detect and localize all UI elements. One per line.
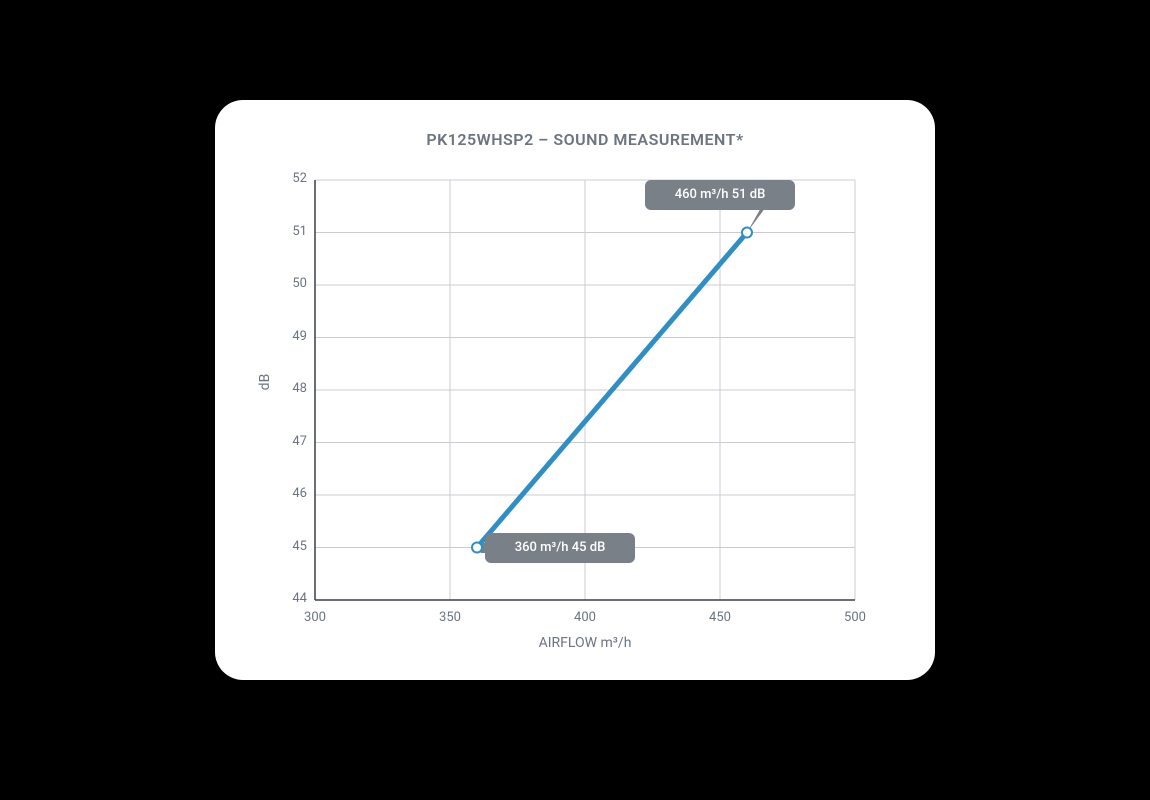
chart-title: PK125WHSP2 – SOUND MEASUREMENT* — [315, 130, 855, 149]
x-tick-label: 400 — [565, 610, 605, 625]
y-tick-label: 47 — [281, 434, 307, 449]
y-tick-label: 50 — [281, 276, 307, 291]
y-tick-label: 48 — [281, 381, 307, 396]
y-tick-label: 52 — [281, 171, 307, 186]
y-tick-label: 46 — [281, 486, 307, 501]
y-tick-label: 51 — [281, 224, 307, 239]
y-tick-label: 44 — [281, 591, 307, 606]
y-tick-label: 45 — [281, 539, 307, 554]
callout: 460 m³/h 51 dB — [645, 180, 795, 210]
series-marker — [472, 543, 482, 553]
x-tick-label: 450 — [700, 610, 740, 625]
x-tick-label: 500 — [835, 610, 875, 625]
x-tick-label: 350 — [430, 610, 470, 625]
y-tick-label: 49 — [281, 329, 307, 344]
chart-svg — [0, 0, 1150, 800]
series-marker — [742, 228, 752, 238]
x-axis-label: AIRFLOW m³/h — [315, 635, 855, 651]
x-tick-label: 300 — [295, 610, 335, 625]
callout: 360 m³/h 45 dB — [485, 533, 635, 563]
y-axis-label: dB — [257, 362, 273, 402]
